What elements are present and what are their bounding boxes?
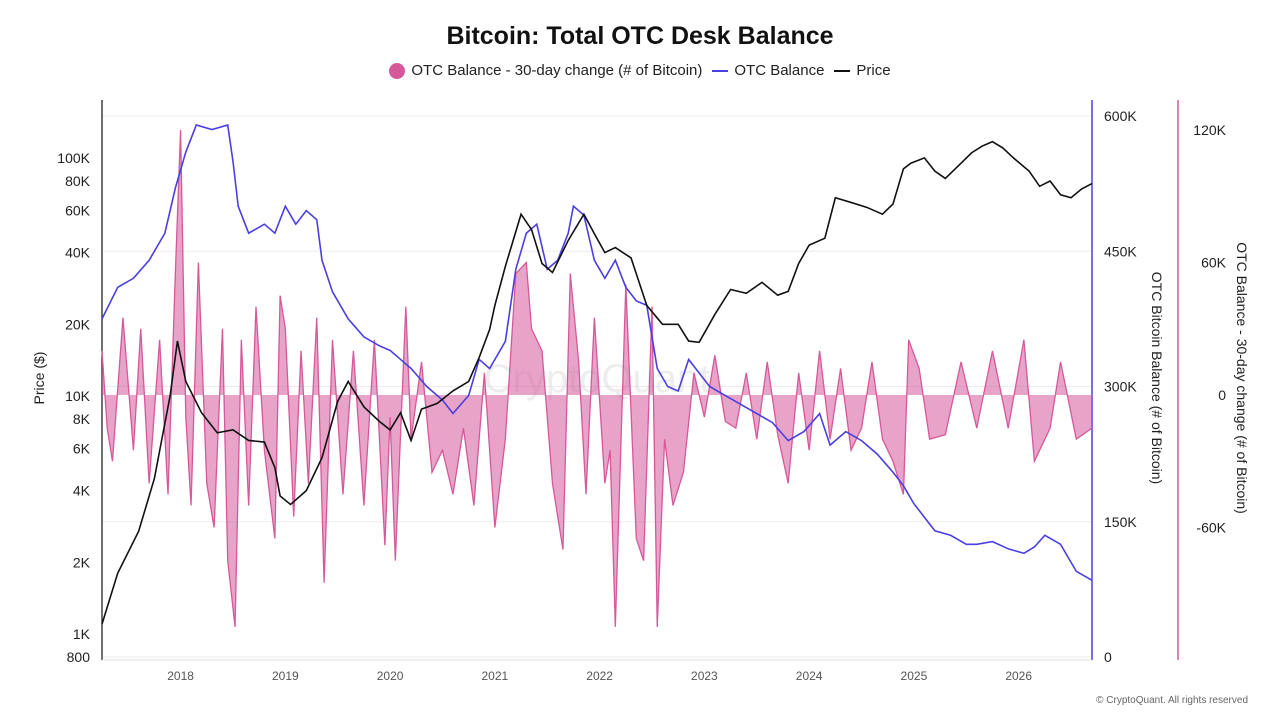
price-tick-label: 2K [73,554,91,570]
legend-item-price[interactable]: Price [834,62,891,79]
price-tick-label: 4K [73,483,91,499]
price-tick-label: 20K [65,316,91,332]
legend-item-balance[interactable]: OTC Balance [712,62,824,79]
x-tick-label: 2025 [901,669,928,683]
x-tick-label: 2023 [691,669,718,683]
price-tick-label: 1K [73,626,91,642]
x-tick-label: 2026 [1005,669,1032,683]
balance-tick-label: 300K [1104,379,1137,395]
balance-tick-label: 450K [1104,243,1137,259]
legend-item-change[interactable]: OTC Balance - 30-day change (# of Bitcoi… [389,62,702,79]
x-tick-label: 2024 [796,669,823,683]
x-tick-label: 2022 [586,669,613,683]
x-tick-label: 2020 [377,669,404,683]
chart-title: Bitcoin: Total OTC Desk Balance [446,22,834,50]
balance-axis-title: OTC Bitcoin Balance (# of Bitcoin) [1149,272,1165,484]
balance-tick-label: 600K [1104,108,1137,124]
change-tick-label: 60K [1201,255,1227,271]
price-tick-label: 10K [65,388,91,404]
legend-line-icon [712,69,729,72]
change-series-line [101,129,1093,627]
change-axis-title: OTC Balance - 30-day change (# of Bitcoi… [1234,242,1250,514]
copyright-footer: © CryptoQuant. All rights reserved [1096,695,1248,706]
legend-label: Price [856,62,891,79]
price-tick-label: 60K [65,203,91,219]
price-tick-label: 100K [57,150,90,166]
change-tick-label: -60K [1196,520,1226,536]
price-tick-label: 80K [65,173,91,189]
legend-dot-icon [389,62,406,79]
balance-tick-label: 150K [1104,514,1137,530]
price-tick-label: 8K [73,411,91,427]
price-series-line [101,140,1093,625]
change-series-area [102,130,1092,627]
x-tick-label: 2019 [272,669,299,683]
price-tick-label: 800 [67,649,91,665]
price-tick-label: 40K [65,245,91,261]
legend: OTC Balance - 30-day change (# of Bitcoi… [0,62,1280,79]
change-tick-label: 120K [1193,122,1226,138]
legend-line-icon [834,69,851,72]
price-axis-title: Price ($) [31,352,47,405]
legend-label: OTC Balance - 30-day change (# of Bitcoi… [411,62,703,79]
balance-series-line [101,123,1093,582]
legend-label: OTC Balance [734,62,825,79]
change-tick-label: 0 [1218,387,1226,403]
x-tick-label: 2018 [167,669,194,683]
x-tick-label: 2021 [482,669,509,683]
balance-tick-label: 0 [1104,649,1112,665]
price-tick-label: 6K [73,441,91,457]
